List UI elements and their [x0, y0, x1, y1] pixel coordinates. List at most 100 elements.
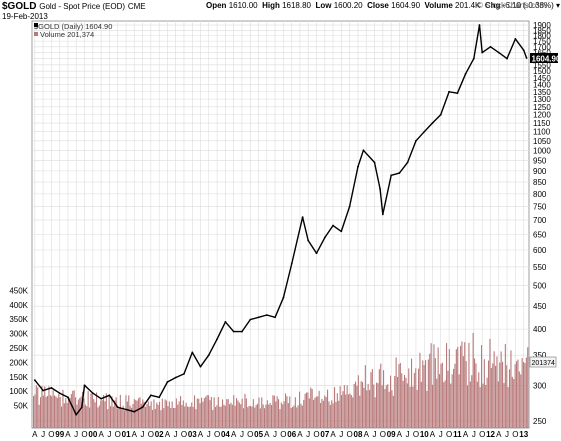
volume-bar [481, 345, 483, 428]
volume-bar [388, 391, 390, 428]
price-tick-label: 650 [533, 230, 547, 239]
volume-bar [147, 401, 149, 428]
low-label: Low [315, 1, 332, 10]
volume-bar [108, 395, 110, 428]
volume-bar [425, 360, 427, 428]
x-tick-label: A [397, 430, 403, 439]
volume-bar [173, 407, 175, 428]
volume-bar [479, 387, 481, 428]
volume-bar [163, 408, 165, 428]
price-point [415, 139, 417, 142]
volume-bar [149, 405, 151, 428]
price-point [423, 130, 426, 133]
price-point [406, 161, 409, 164]
volume-bar [461, 341, 463, 428]
volume-bar [56, 397, 58, 428]
volume-bar [271, 405, 273, 428]
volume-tick-label: 400K [9, 301, 28, 310]
volume-bar [490, 367, 492, 428]
volume-bar [313, 399, 315, 428]
chevron-down-icon[interactable]: ▾ [556, 1, 561, 10]
volume-bar [390, 375, 392, 428]
volume-bar [367, 383, 369, 428]
volume-bar [384, 388, 386, 428]
volume-bar [364, 365, 366, 428]
volume-bar [217, 397, 219, 428]
volume-bar [174, 407, 176, 428]
volume-bar [359, 395, 361, 428]
volume-bar [492, 363, 494, 428]
volume-bar [289, 396, 291, 428]
x-tick-label: O [413, 430, 419, 439]
volume-bar [404, 375, 406, 428]
volume-bar [432, 384, 434, 428]
volume-bar [395, 357, 397, 428]
volume-bar [322, 400, 324, 428]
price-point [390, 174, 393, 177]
volume-bar [89, 407, 91, 428]
volume-bar [420, 381, 422, 428]
volume-bar [278, 399, 280, 428]
volume-bar [243, 408, 245, 428]
volume-bar [460, 345, 462, 428]
volume-bar [264, 408, 266, 428]
price-point [166, 381, 169, 383]
volume-bar [234, 405, 236, 428]
price-tick-label: 1300 [533, 95, 551, 104]
x-tick-label: J [505, 430, 509, 439]
x-tick-label: A [430, 430, 436, 439]
volume-bar [41, 385, 43, 428]
price-point [80, 406, 83, 409]
volume-bar [161, 398, 163, 428]
volume-bar [101, 400, 103, 428]
volume-bar [476, 381, 478, 428]
price-point [83, 384, 86, 387]
volume-bar [450, 383, 452, 428]
volume-bar [192, 406, 194, 428]
x-tick-label: J [41, 430, 45, 439]
x-tick-label: J [207, 430, 211, 439]
volume-bar [370, 372, 372, 428]
volume-bar [131, 407, 133, 428]
high-label: High [262, 1, 280, 10]
volume-bar [142, 399, 144, 428]
x-tick-label: O [347, 430, 353, 439]
price-point [241, 330, 243, 333]
price-tick-label: 1000 [533, 146, 551, 155]
volume-bar [303, 399, 305, 428]
volume-bar [171, 401, 173, 428]
volume-bar [121, 409, 123, 428]
volume-bar [201, 397, 203, 428]
x-tick-label: O [512, 430, 518, 439]
volume-bar [224, 405, 226, 428]
x-tick-label: O [280, 430, 286, 439]
volume-bar [454, 363, 456, 428]
volume-bar [191, 402, 193, 428]
volume-bar [516, 361, 518, 428]
volume-bar [306, 392, 308, 428]
volume-bar [40, 397, 42, 428]
volume-bar [38, 404, 40, 428]
volume-bar [507, 387, 509, 428]
volume-bar [44, 386, 46, 428]
volume-bar [415, 368, 417, 428]
volume-tick-label: 200K [9, 358, 28, 367]
volume-bar [202, 401, 204, 428]
open-label: Open [206, 1, 227, 10]
volume-bar [133, 398, 135, 428]
volume-bar [383, 370, 385, 428]
volume-bar [391, 390, 393, 428]
volume-bar [399, 362, 401, 428]
price-point [91, 392, 94, 395]
x-tick-label: 04 [221, 430, 230, 439]
volume-bar [203, 398, 205, 428]
volume-bar [518, 371, 520, 428]
volume-bar [406, 383, 408, 428]
volume-bar [500, 351, 502, 428]
volume-bar [296, 407, 298, 428]
price-point [315, 252, 318, 255]
price-tick-label: 250 [533, 417, 547, 426]
volume-bar [453, 368, 455, 428]
volume-bar [443, 382, 445, 428]
price-point [348, 205, 351, 208]
